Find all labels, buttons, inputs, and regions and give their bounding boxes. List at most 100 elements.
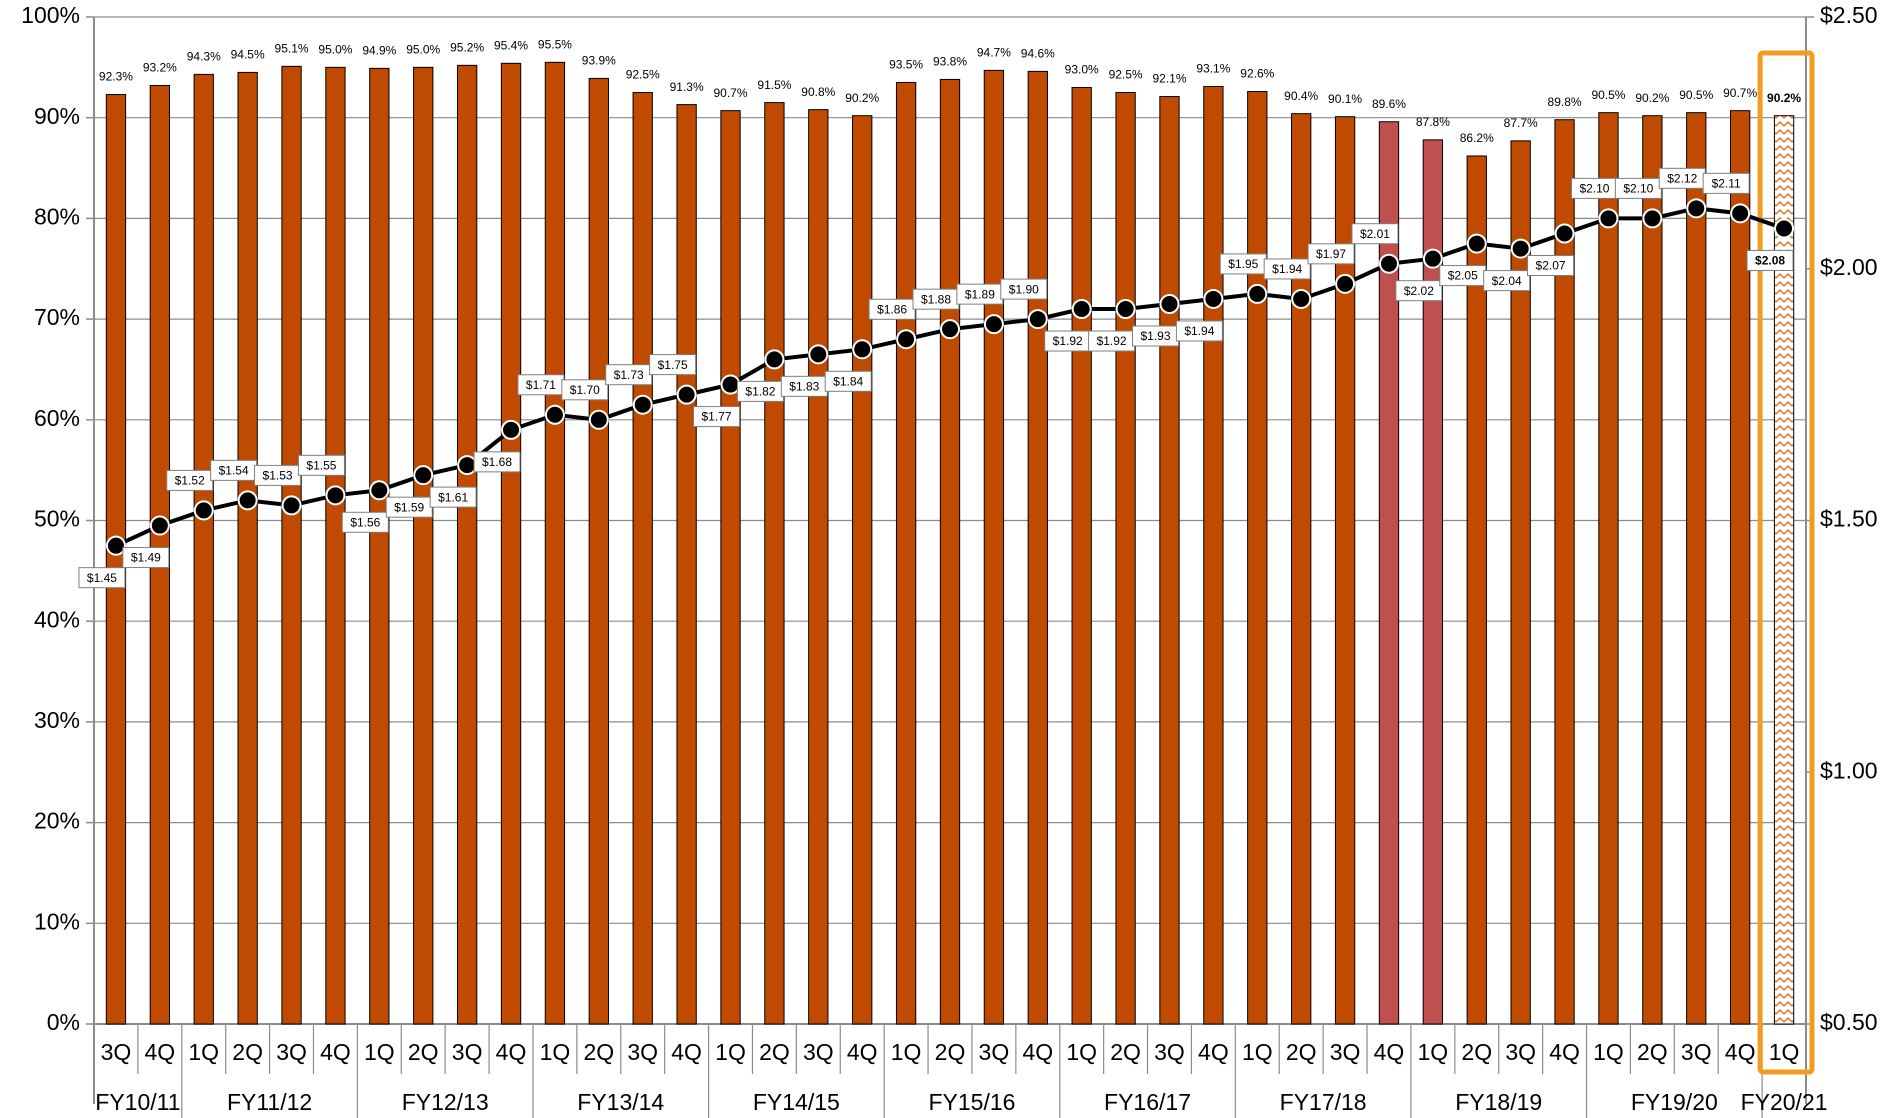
bar	[676, 104, 697, 1025]
x-tick-label: 3Q	[1505, 1039, 1536, 1065]
line-marker	[193, 500, 214, 521]
x-tick-label: 4Q	[1549, 1039, 1580, 1065]
line-label: $1.94	[1184, 324, 1214, 338]
line-marker	[281, 495, 302, 516]
line-label-box	[297, 454, 345, 476]
x-tick-label: 1Q	[1066, 1039, 1097, 1065]
line-label-box	[341, 511, 389, 533]
bar	[632, 92, 653, 1025]
y2-tick-label: $2.00	[1820, 254, 1878, 280]
bar-label: 90.2%	[1767, 91, 1801, 105]
x-tick-label: 3Q	[803, 1039, 834, 1065]
bar-label: 94.3%	[187, 50, 221, 64]
bar-label: 92.6%	[1240, 67, 1274, 81]
bar-label: 90.4%	[1284, 89, 1318, 103]
x-tick-label: 1Q	[1418, 1039, 1449, 1065]
line-marker	[588, 409, 609, 430]
line-label-box	[824, 370, 872, 392]
bar-label: 90.8%	[801, 85, 835, 99]
bar	[413, 66, 434, 1025]
bar	[1159, 96, 1180, 1025]
group-label: FY13/14	[577, 1089, 664, 1115]
bar-label: 95.0%	[406, 43, 440, 57]
line-marker	[369, 480, 390, 501]
line-label-box	[1483, 270, 1531, 292]
line-marker	[501, 419, 522, 440]
bar-label: 93.5%	[889, 58, 923, 72]
line-marker	[1071, 299, 1092, 320]
line-marker	[1247, 283, 1268, 304]
bar	[939, 78, 961, 1025]
group-label: FY17/18	[1280, 1089, 1367, 1115]
x-tick-label: 4Q	[145, 1039, 176, 1065]
line-label: $1.68	[482, 455, 512, 469]
line-label-box	[1351, 223, 1399, 245]
line-label: $1.95	[1228, 257, 1258, 271]
line-marker	[105, 535, 126, 556]
x-tick-label: 1Q	[891, 1039, 922, 1065]
bar	[1334, 116, 1356, 1025]
bar	[588, 77, 609, 1025]
group-label: FY12/13	[402, 1089, 489, 1115]
line-marker	[1027, 309, 1048, 330]
group-label: FY18/19	[1455, 1089, 1542, 1115]
bar	[1291, 113, 1312, 1025]
bar	[1773, 115, 1795, 1025]
x-tick-label: 2Q	[232, 1039, 263, 1065]
bar	[1554, 119, 1575, 1025]
line-marker	[1291, 288, 1312, 309]
line-label: $1.73	[614, 368, 644, 382]
bar-label: 94.7%	[977, 46, 1011, 60]
line-label: $1.82	[745, 385, 775, 399]
bar-label: 95.2%	[450, 41, 484, 55]
line-marker	[720, 374, 741, 395]
bar	[1378, 121, 1400, 1025]
bar-label: 87.8%	[1416, 115, 1450, 129]
line-marker	[896, 329, 917, 350]
x-tick-label: 1Q	[1242, 1039, 1273, 1065]
x-tick-label: 2Q	[408, 1039, 439, 1065]
x-tick-label: 4Q	[496, 1039, 527, 1065]
line-marker	[1203, 288, 1224, 309]
line-label: $1.70	[570, 383, 600, 397]
line-label-box	[693, 406, 741, 428]
line-label: $1.93	[1140, 329, 1170, 343]
line-label: $1.97	[1316, 247, 1346, 261]
y2-tick-label: $0.50	[1820, 1009, 1878, 1035]
x-tick-label: 2Q	[583, 1039, 614, 1065]
line-marker	[457, 455, 478, 476]
x-tick-label: 4Q	[1022, 1039, 1053, 1065]
line-label-box	[1395, 280, 1443, 302]
line-label: $1.84	[833, 374, 863, 388]
x-tick-label: 4Q	[320, 1039, 351, 1065]
bar	[193, 73, 214, 1025]
bar-label: 90.2%	[1635, 91, 1669, 105]
line-label-box	[1702, 172, 1750, 194]
y2-tick-label: $1.50	[1820, 506, 1878, 532]
bar-label: 90.7%	[1723, 86, 1757, 100]
line-marker	[940, 319, 960, 340]
line-label: $1.94	[1272, 262, 1302, 276]
y-tick-label: 70%	[34, 304, 80, 330]
bar	[983, 69, 1005, 1025]
bar-label: 90.2%	[845, 91, 879, 105]
x-tick-label: 1Q	[1593, 1039, 1624, 1065]
bar-label: 91.5%	[757, 78, 791, 92]
bar-label: 91.3%	[670, 80, 704, 94]
group-label: FY15/16	[928, 1089, 1015, 1115]
bar	[1598, 112, 1619, 1025]
y-tick-label: 50%	[34, 506, 80, 532]
y-tick-label: 0%	[47, 1009, 80, 1035]
y-tick-label: 20%	[34, 808, 80, 834]
x-tick-label: 3Q	[1681, 1039, 1712, 1065]
bar-label: 92.5%	[1109, 68, 1143, 82]
line-label: $1.71	[526, 378, 556, 392]
group-label: FY20/21	[1741, 1089, 1828, 1115]
line-marker	[983, 314, 1004, 335]
line-label-box	[561, 379, 609, 401]
bar-label: 95.1%	[275, 42, 309, 56]
bar-label: 89.8%	[1548, 95, 1582, 109]
line-label-box	[473, 451, 521, 473]
line-marker	[1335, 273, 1356, 294]
line-marker	[1378, 253, 1399, 274]
